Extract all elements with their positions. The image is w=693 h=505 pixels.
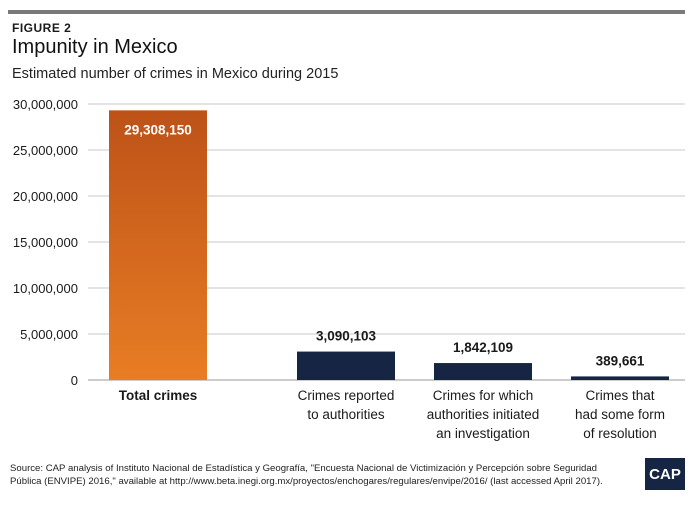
data-label: 3,090,103 [316,329,377,344]
y-tick-label: 30,000,000 [13,97,78,112]
category-label: Crimes reported [298,388,395,403]
bar [109,110,207,380]
category-label: had some form [575,407,665,422]
chart-subtitle: Estimated number of crimes in Mexico dur… [12,66,339,82]
top-rule [8,10,685,14]
source-note: Source: CAP analysis of Instituto Nacion… [10,463,603,487]
bar [297,351,395,380]
figure-label: FIGURE 2 [12,21,72,35]
cap-logo: CAP [645,458,685,490]
category-label: Crimes that [585,388,654,403]
category-label: authorities initiated [427,407,540,422]
y-tick-label: 25,000,000 [13,143,78,158]
y-tick-label: 15,000,000 [13,235,78,250]
bar-chart: 0 5,000,000 10,000,000 15,000,000 20,000,000… [13,97,685,441]
category-label: to authorities [307,407,385,422]
chart-title: Impunity in Mexico [12,36,178,58]
category-label: Total crimes [119,388,198,403]
bar [571,376,669,380]
category-label: an investigation [436,426,530,441]
category-label: of resolution [583,426,657,441]
y-tick-label: 5,000,000 [20,327,78,342]
y-tick-label: 0 [71,373,78,388]
data-label: 1,842,109 [453,340,513,355]
data-label: 29,308,150 [124,122,192,137]
bar [434,363,532,380]
y-tick-label: 10,000,000 [13,281,78,296]
category-label: Crimes for which [433,388,534,403]
y-tick-label: 20,000,000 [13,189,78,204]
data-label: 389,661 [596,353,645,368]
